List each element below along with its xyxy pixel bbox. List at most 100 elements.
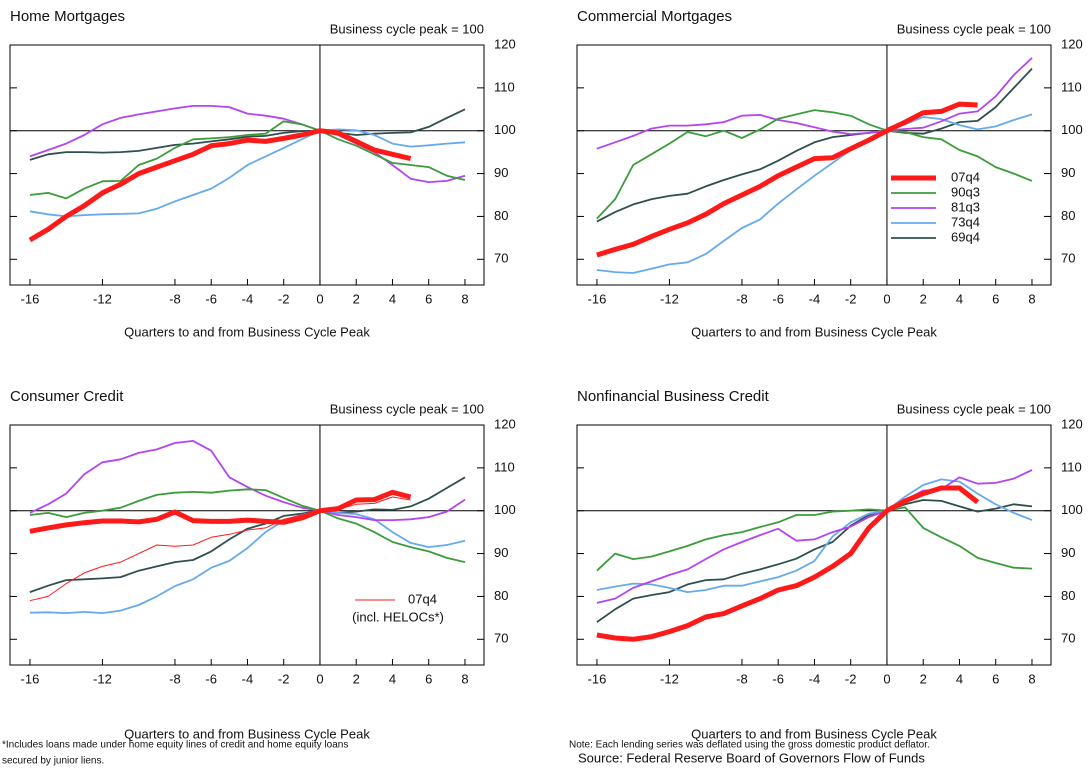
x-tick-label: -8 [169,291,181,306]
y-tick-label: 90 [494,545,508,560]
legend-label: 90q3 [951,184,980,199]
x-tick-label: -12 [93,291,112,306]
x-tick-label: 8 [461,671,468,686]
x-axis-label: Quarters to and from Business Cycle Peak [124,324,370,339]
y-tick-label: 120 [494,416,516,431]
y-tick-label: 100 [494,122,516,137]
x-tick-label: 2 [353,291,360,306]
x-tick-label: 6 [992,291,999,306]
series-line [29,120,466,200]
legend-label: 69q4 [951,229,980,244]
y-tick-label: 110 [1061,459,1082,474]
x-tick-label: -4 [242,671,254,686]
series-line [596,485,980,642]
x-tick-label: -4 [242,291,254,306]
series-line [596,57,1033,150]
series-line [596,469,1033,604]
y-tick-label: 70 [494,631,508,646]
plot-frame [576,44,1052,286]
x-tick-label: -2 [278,671,290,686]
source: Source: Federal Reserve Board of Governo… [578,750,925,765]
plot-frame [9,424,485,666]
legend-label: 73q4 [951,214,980,229]
x-tick-label: -16 [21,671,40,686]
series-line [29,489,412,534]
x-tick-label: -12 [93,671,112,686]
series-line [29,128,466,218]
legend-label: 07q4 [951,169,980,184]
y-tick-label: 120 [1061,416,1083,431]
series-line [29,488,466,563]
series-line [596,506,1033,572]
y-tick-label: 120 [494,36,516,51]
panel-subtitle: Business cycle peak = 100 [897,21,1051,36]
x-tick-label: -12 [660,671,679,686]
annotation-note: (incl. HELOCs*) [352,609,444,624]
x-tick-label: -12 [660,291,679,306]
x-tick-label: 2 [353,671,360,686]
series-line [29,440,466,521]
x-tick-label: 8 [1028,291,1035,306]
x-tick-label: 8 [461,291,468,306]
x-tick-label: -8 [169,671,181,686]
series-line [28,128,412,243]
x-tick-label: 0 [316,291,323,306]
y-tick-label: 100 [494,502,516,517]
series-line [596,499,1033,623]
x-tick-label: -8 [736,671,748,686]
y-tick-label: 100 [1061,502,1083,517]
x-tick-label: 2 [920,671,927,686]
y-tick-label: 110 [494,459,515,474]
x-tick-label: -16 [21,291,40,306]
x-tick-label: 4 [389,671,396,686]
series-line [29,476,466,593]
footnote: Note: Each lending series was deflated u… [569,740,930,751]
y-tick-label: 110 [1061,79,1082,94]
footnote: *Includes loans made under home equity l… [2,740,348,751]
y-tick-label: 100 [1061,122,1083,137]
y-tick-label: 120 [1061,36,1083,51]
x-axis-label: Quarters to and from Business Cycle Peak [691,324,937,339]
y-tick-label: 110 [494,79,515,94]
plot-frame [576,424,1052,666]
series-line [596,109,1033,220]
x-tick-label: 8 [1028,671,1035,686]
panel-subtitle: Business cycle peak = 100 [330,21,484,36]
y-tick-label: 90 [494,165,508,180]
series-line [596,101,978,258]
y-tick-label: 80 [494,208,508,223]
x-tick-label: -6 [772,291,784,306]
panel-subtitle: Business cycle peak = 100 [897,401,1051,416]
x-tick-label: 4 [389,291,396,306]
x-tick-label: -2 [845,291,857,306]
x-axis-label: Quarters to and from Business Cycle Peak [124,726,370,741]
x-tick-label: 0 [883,671,890,686]
panel-subtitle: Business cycle peak = 100 [330,401,484,416]
x-tick-label: 0 [316,671,323,686]
y-tick-label: 80 [1061,208,1075,223]
series-line [29,509,466,614]
x-tick-label: -2 [845,671,857,686]
panel-title: Consumer Credit [10,388,124,405]
x-tick-label: -4 [809,291,821,306]
x-tick-label: -16 [588,671,607,686]
y-tick-label: 80 [494,588,508,603]
panel-title: Commercial Mortgages [577,8,732,25]
y-tick-label: 70 [1061,251,1075,266]
y-tick-label: 90 [1061,165,1075,180]
legend-label: 81q3 [951,199,980,214]
series-line [29,108,466,161]
panel-title: Home Mortgages [10,8,125,25]
y-tick-label: 80 [1061,588,1075,603]
x-tick-label: -8 [736,291,748,306]
x-tick-label: -6 [205,671,217,686]
x-tick-label: -6 [205,291,217,306]
x-tick-label: 4 [956,671,963,686]
series-line [596,478,1033,593]
x-tick-label: 2 [920,291,927,306]
x-tick-label: 4 [956,291,963,306]
x-tick-label: 6 [425,671,432,686]
series-line [596,67,1033,223]
x-tick-label: -16 [588,291,607,306]
